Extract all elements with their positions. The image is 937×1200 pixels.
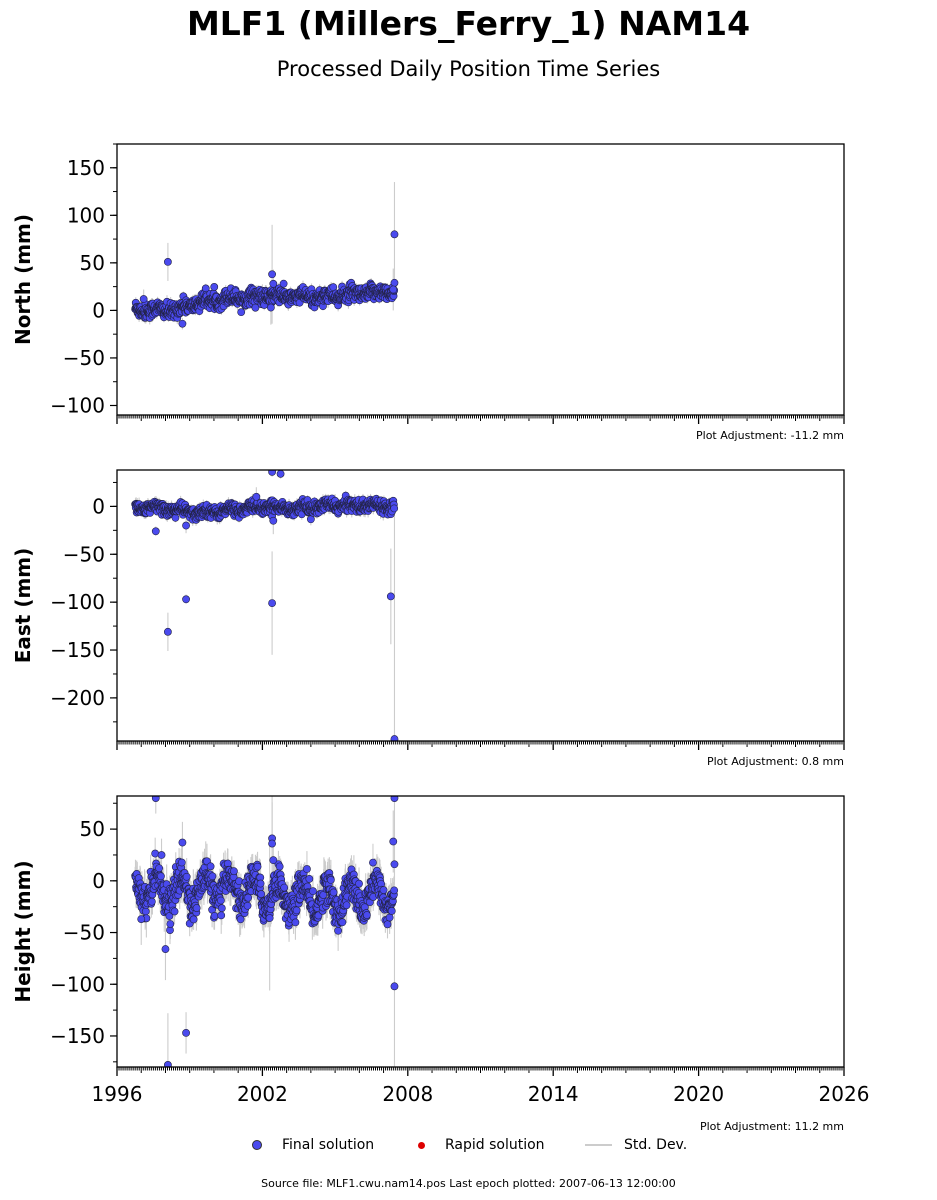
final-solution-points — [131, 470, 399, 741]
final-solution-point — [171, 513, 180, 522]
y-tick-label: 0 — [92, 494, 105, 518]
final-solution-point — [279, 279, 288, 288]
final-solution-point — [389, 285, 398, 294]
y-tick-label: 50 — [80, 251, 105, 275]
final-solution-point — [151, 527, 160, 536]
final-solution-point — [210, 283, 219, 291]
final-solution-point — [276, 470, 285, 478]
final-solution-point — [251, 303, 260, 312]
final-solution-point — [390, 735, 399, 741]
y-axis-label: East (mm) — [11, 548, 35, 664]
final-solution-point — [268, 599, 276, 608]
y-tick-label: −100 — [50, 590, 105, 614]
final-solution-point — [390, 278, 399, 287]
final-solution-point — [268, 270, 276, 279]
final-solution-point — [163, 258, 172, 266]
plot-frame — [116, 143, 845, 416]
chart-title: MLF1 (Millers_Ferry_1) NAM14 — [186, 4, 751, 43]
y-axis-label: North (mm) — [11, 214, 35, 345]
final-solution-point — [182, 595, 190, 604]
y-tick-label: −100 — [50, 393, 105, 417]
panel-north: 150 100 50 0 −50 −100 North (mm) Plot Adjustmen… — [11, 143, 845, 442]
chart-subtitle: Processed Daily Position Time Series — [276, 57, 661, 81]
plot-adjustment-note: Plot Adjustment: -11.2 mm — [696, 429, 844, 442]
final-solution-point — [182, 521, 190, 530]
final-solution-points — [131, 230, 399, 328]
y-tick-label: −150 — [50, 638, 105, 662]
final-solution-point — [163, 627, 172, 636]
final-solution-point — [139, 295, 148, 303]
y-tick-label: 150 — [67, 156, 105, 180]
y-tick-label: −50 — [63, 346, 105, 370]
plot-adjustment-note: Plot Adjustment: 0.8 mm — [707, 755, 844, 768]
final-solution-point — [306, 515, 315, 524]
y-tick-label: −200 — [50, 686, 105, 710]
final-solution-point — [237, 308, 246, 317]
final-solution-point — [269, 279, 278, 288]
final-solution-point — [390, 230, 399, 239]
final-solution-point — [252, 492, 261, 501]
y-tick-label: −50 — [63, 542, 105, 566]
y-tick-label: 100 — [67, 203, 105, 227]
y-tick-label: 0 — [92, 298, 105, 322]
final-solution-point — [266, 303, 275, 312]
panel-east: 0 −50 −100 −150 −200 East (mm) Plot Adjustment… — [11, 469, 845, 768]
final-solution-point — [386, 592, 395, 601]
final-solution-point — [268, 470, 276, 476]
final-solution-point — [390, 504, 399, 513]
final-solution-point — [178, 319, 187, 328]
final-solution-point — [269, 516, 278, 525]
